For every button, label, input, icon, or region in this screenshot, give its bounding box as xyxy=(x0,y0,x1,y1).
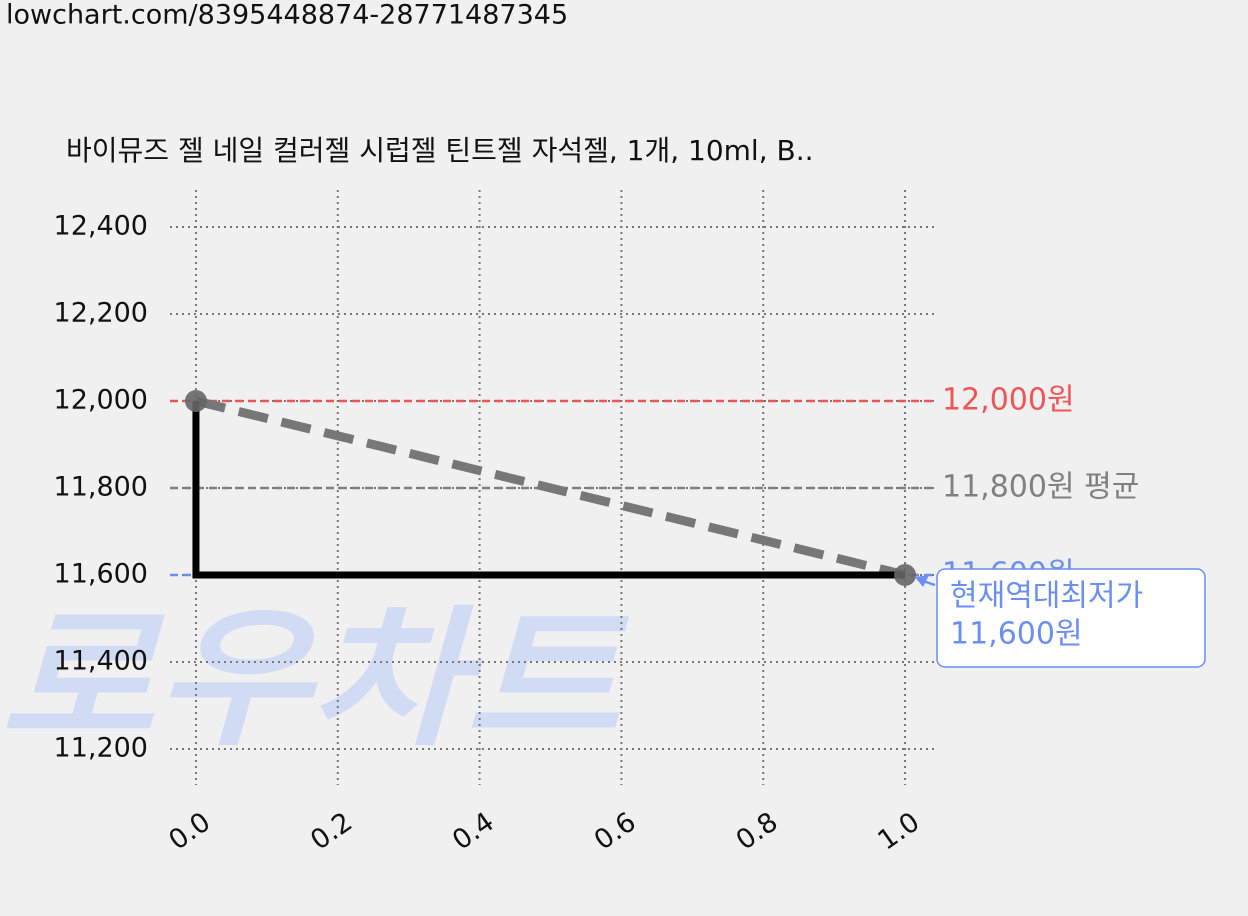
annotation-text: 현재역대최저가 xyxy=(950,579,1143,614)
y-tick-label: 11,400 xyxy=(54,646,148,677)
price-line xyxy=(192,401,906,579)
y-tick-label: 12,000 xyxy=(54,385,148,416)
y-tick-label: 11,600 xyxy=(54,559,148,590)
y-tick-label: 11,800 xyxy=(54,472,148,503)
annotation-box xyxy=(936,568,1206,668)
x-tick-label: 0.0 xyxy=(163,806,216,856)
x-tick-label: 0.6 xyxy=(589,806,642,856)
watermark: 로우차트 xyxy=(0,593,630,767)
x-tick-label: 0.2 xyxy=(305,806,358,856)
marker xyxy=(894,564,917,586)
y-tick-label: 12,200 xyxy=(54,298,148,329)
url: lowchart.com/8395448874-28771487345 xyxy=(6,0,568,31)
marker xyxy=(184,390,207,412)
annotation-text: 11,600원 xyxy=(950,617,1083,652)
x-tick-label: 1.0 xyxy=(872,806,925,856)
reference-label: 12,000원 xyxy=(942,383,1075,418)
trend-line xyxy=(194,396,907,580)
x-tick-label: 0.8 xyxy=(731,806,784,856)
annotation-arrowhead xyxy=(915,575,930,587)
chart-title: 바이뮤즈 젤 네일 컬러젤 시럽젤 틴트젤 자석젤, 1개, 10ml, B.. xyxy=(66,134,814,167)
x-tick-label: 0.4 xyxy=(447,806,500,856)
y-tick-label: 12,400 xyxy=(54,211,148,242)
reference-label: 11,800원 평균 xyxy=(942,470,1139,505)
y-tick-label: 11,200 xyxy=(54,733,148,764)
